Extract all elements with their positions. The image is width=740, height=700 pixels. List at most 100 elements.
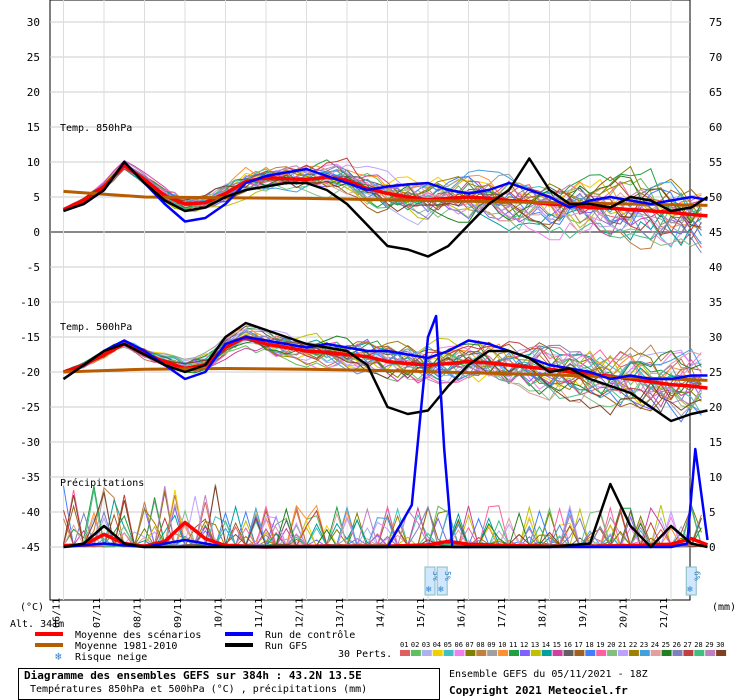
x-tick-label: 10/11: [214, 598, 225, 628]
perturbation-line: [63, 159, 702, 238]
pert-number: 20: [607, 641, 615, 649]
pert-swatch: [683, 650, 694, 656]
pert-swatch: [487, 650, 498, 656]
pert-number: 03: [422, 641, 430, 649]
left-tick-label: -30: [20, 436, 40, 449]
pert-swatch: [509, 650, 519, 656]
right-tick-label: 75: [709, 16, 722, 29]
pert-number: 17: [574, 641, 582, 649]
perturbation-line: [63, 163, 702, 240]
x-tick-label: 08/11: [133, 598, 144, 628]
series-t500-run-de-contr-le: [62, 335, 708, 381]
pert-number: 18: [585, 641, 593, 649]
snow-icon: ❄: [438, 585, 444, 595]
pert-swatch: [400, 650, 410, 656]
legend-label: Moyenne 1981-2010: [75, 641, 177, 652]
right-tick-label: 0: [709, 541, 716, 554]
right-tick-label: 60: [709, 121, 722, 134]
left-tick-label: 30: [27, 16, 40, 29]
pert-swatch: [465, 650, 476, 656]
pert-number: 01: [400, 641, 408, 649]
pert-number: 29: [705, 641, 713, 649]
snow-risk-marker: [436, 566, 448, 596]
pert-number: 08: [476, 641, 484, 649]
x-tick-label: 16/11: [457, 598, 468, 628]
left-tick-label: -25: [20, 401, 40, 414]
right-tick-label: 50: [709, 191, 722, 204]
x-tick-label: 06/11: [52, 598, 63, 628]
pert-swatch: [432, 650, 443, 656]
x-tick-label: 20/11: [619, 598, 630, 628]
footer-subtitle: Températures 850hPa et 500hPa (°C) , pré…: [30, 684, 368, 695]
pert-number: 30: [716, 641, 724, 649]
perturbation-line: [63, 164, 702, 231]
pert-number: 14: [542, 641, 550, 649]
pert-swatch: [421, 650, 432, 656]
pert-swatch: [585, 650, 596, 656]
left-tick-label: -40: [20, 506, 40, 519]
left-tick-label: -15: [20, 331, 40, 344]
right-tick-label: 20: [709, 401, 722, 414]
pert-swatch: [454, 650, 465, 656]
snow-icon: ❄: [426, 585, 432, 595]
pert-swatch: [552, 650, 563, 656]
series-precip-run-gfs: [63, 482, 708, 549]
pert-swatch: [541, 650, 552, 656]
pert-number: 02: [411, 641, 419, 649]
right-tick-label: 25: [709, 366, 722, 379]
snow-risk-label: 6%: [692, 571, 701, 581]
pert-swatch: [563, 650, 574, 656]
right-tick-label: 10: [709, 471, 722, 484]
pert-swatch: [705, 650, 716, 656]
pert-number: 22: [629, 641, 637, 649]
right-tick-label: 65: [709, 86, 722, 99]
snow-risk-marker: [685, 566, 697, 596]
pert-number: 21: [618, 641, 626, 649]
pert-swatch: [476, 650, 487, 656]
pert-swatch: [639, 650, 650, 656]
right-tick-label: 45: [709, 226, 722, 239]
left-tick-label: 15: [27, 121, 40, 134]
pert-swatch: [607, 650, 618, 656]
pert-number: 27: [683, 641, 691, 649]
right-tick-label: 15: [709, 436, 722, 449]
pert-number: 16: [564, 641, 572, 649]
main-series-lines: [62, 157, 709, 549]
perturbation-line: [63, 338, 702, 416]
perturbation-lines: [63, 157, 702, 549]
pert-number: 10: [498, 641, 506, 649]
perts-label: 30 Perts.: [338, 649, 392, 660]
left-tick-label: -10: [20, 296, 40, 309]
pert-swatch: [498, 650, 509, 656]
x-tick-label: 21/11: [659, 598, 670, 628]
run-info: Ensemble GEFS du 05/11/2021 - 18Z: [449, 669, 648, 680]
pert-number: 13: [531, 641, 539, 649]
x-tick-label: 11/11: [254, 598, 265, 628]
pert-swatch: [694, 650, 705, 656]
pert-swatch: [628, 650, 639, 656]
right-tick-label: 70: [709, 51, 722, 64]
pert-number: 12: [520, 641, 528, 649]
right-unit-label: (mm): [712, 602, 736, 613]
left-tick-label: -35: [20, 471, 40, 484]
footer-title: Diagramme des ensembles GEFS sur 384h : …: [24, 669, 362, 682]
snow-risk-label: 5%: [443, 571, 452, 581]
altitude-label: Alt. 341m: [10, 619, 64, 630]
pert-swatch: [596, 650, 607, 656]
perturbation-line: [63, 505, 702, 548]
pert-swatch: [618, 650, 628, 656]
pert-swatch: [716, 650, 727, 656]
snow-risk-marker: [424, 566, 436, 596]
x-tick-label: 07/11: [92, 598, 103, 628]
panel-label-t850: Temp. 850hPa: [60, 123, 132, 134]
x-tick-label: 17/11: [497, 598, 508, 628]
pert-swatch: [443, 650, 454, 656]
series-t500-run-gfs: [62, 321, 708, 423]
pert-number: 15: [553, 641, 561, 649]
pert-number: 09: [487, 641, 495, 649]
pert-number: 05: [444, 641, 452, 649]
pert-number: 23: [640, 641, 648, 649]
x-tick-label: 09/11: [173, 598, 184, 628]
series-t850-run-de-contr-le: [63, 160, 708, 223]
